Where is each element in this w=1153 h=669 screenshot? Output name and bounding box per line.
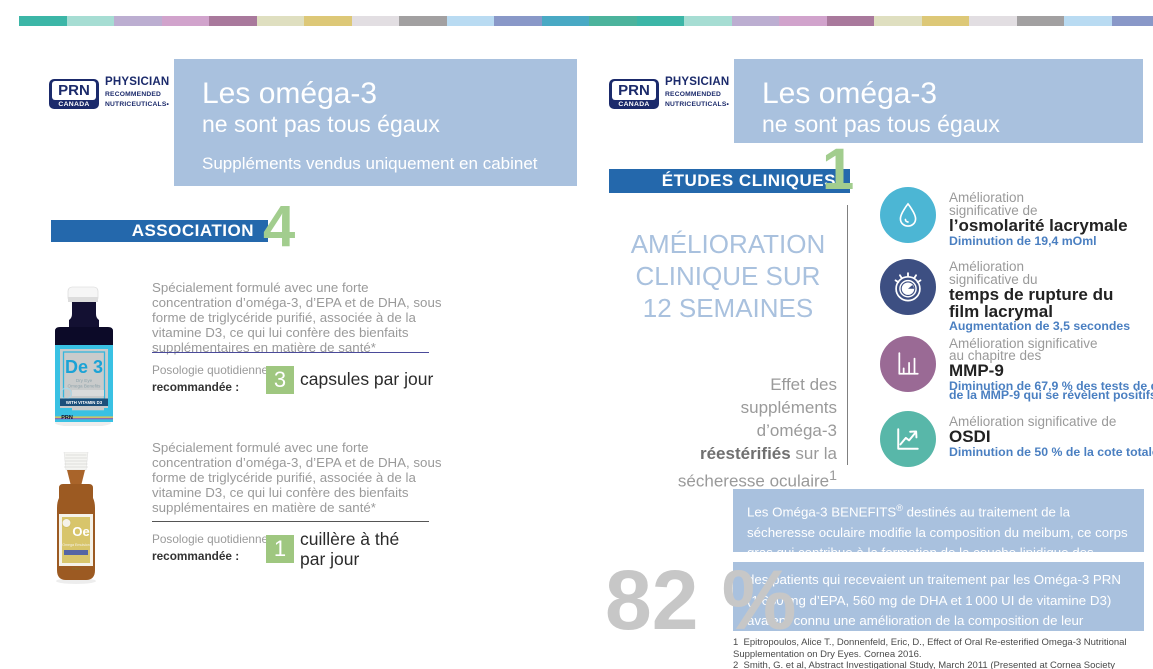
svg-text:Oe: Oe [72, 524, 89, 539]
svg-text:WITH VITAMIN D3: WITH VITAMIN D3 [66, 400, 103, 405]
svg-text:Omega Benefits: Omega Benefits [68, 384, 102, 389]
svg-text:PRN: PRN [72, 567, 80, 571]
svg-text:Dry Eye: Dry Eye [76, 378, 93, 383]
svg-text:Omega Emulsion: Omega Emulsion [62, 543, 90, 547]
svg-text:PRN: PRN [61, 415, 73, 421]
svg-text:De 3: De 3 [65, 357, 103, 377]
